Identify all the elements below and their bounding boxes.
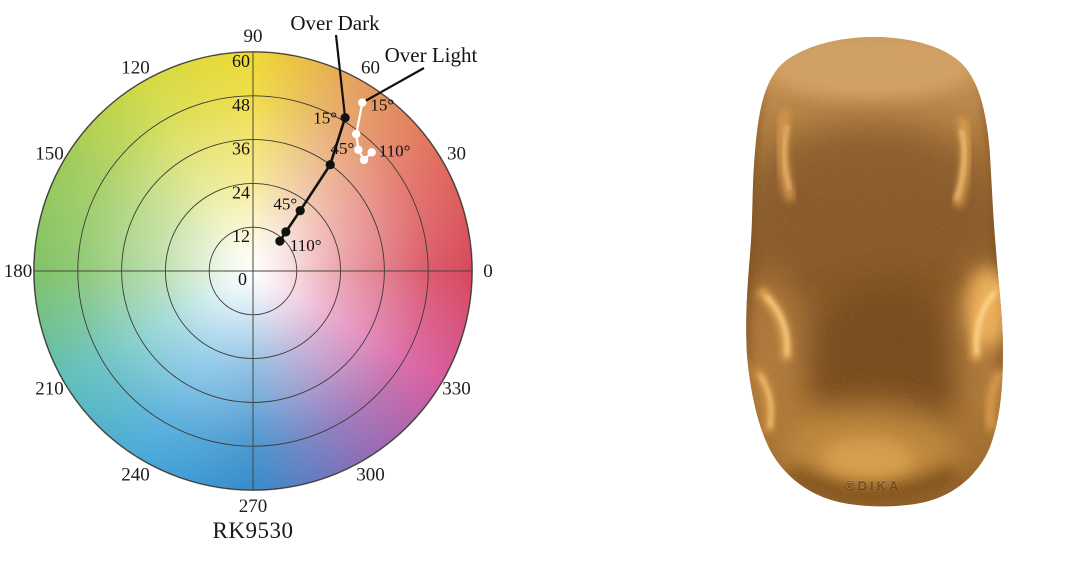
svg-text:300: 300: [356, 465, 385, 486]
svg-text:30: 30: [447, 144, 466, 165]
annotation-over-dark: Over Dark: [290, 11, 380, 35]
speed-shape-photo: ®DIKA ®DIKA: [746, 37, 1003, 507]
color-wheel: [34, 52, 472, 490]
svg-text:240: 240: [121, 465, 150, 486]
annotation-over-light: Over Light: [384, 43, 478, 67]
svg-text:150: 150: [35, 144, 64, 165]
brand-logo-text: ®DIKA: [845, 478, 901, 493]
brand-logo-highlight: ®DIKA: [845, 477, 901, 492]
svg-text:0: 0: [483, 261, 493, 282]
chart-title: RK9530: [212, 518, 294, 543]
paint-reflections: ®DIKA ®DIKA: [746, 37, 1003, 507]
svg-text:210: 210: [35, 379, 64, 400]
brand-logo: ®DIKA ®DIKA: [845, 477, 901, 493]
svg-text:270: 270: [239, 496, 268, 517]
svg-text:180: 180: [4, 261, 33, 282]
svg-text:120: 120: [121, 57, 150, 78]
svg-text:330: 330: [442, 379, 471, 400]
